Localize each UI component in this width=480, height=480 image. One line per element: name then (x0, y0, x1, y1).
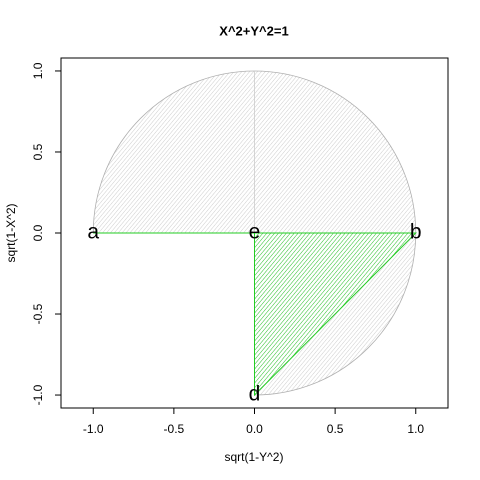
triangle (254, 232, 417, 397)
x-axis-label: sqrt(1-Y^2) (225, 450, 284, 464)
x-tick-label: -0.5 (164, 422, 185, 436)
x-tick-label: -1.0 (83, 422, 104, 436)
x-tick-label: 1.0 (407, 422, 424, 436)
y-tick-label: -1.0 (31, 384, 45, 405)
x-tick-label: 0.0 (246, 422, 263, 436)
y-tick-label: 0.5 (31, 143, 45, 160)
chart-title: X^2+Y^2=1 (219, 23, 288, 38)
y-tick-label: 1.0 (31, 62, 45, 79)
point-label: a (87, 221, 99, 244)
y-tick-label: 0.0 (31, 224, 45, 241)
y-axis-label: sqrt(1-X^2) (4, 204, 18, 263)
point-label: d (249, 383, 261, 406)
y-tick-label: -0.5 (31, 303, 45, 324)
point-label: e (249, 221, 261, 244)
point-label: b (410, 221, 422, 244)
x-tick-label: 0.5 (327, 422, 344, 436)
